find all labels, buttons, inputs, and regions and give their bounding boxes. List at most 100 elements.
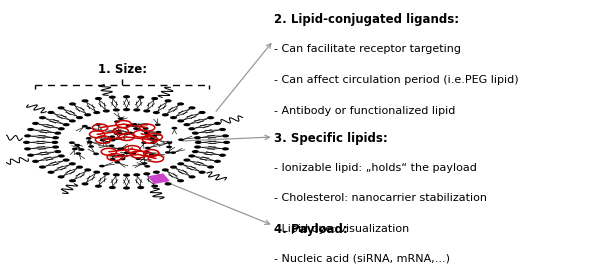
Circle shape: [145, 151, 150, 154]
Circle shape: [177, 102, 184, 105]
Circle shape: [207, 165, 214, 169]
Circle shape: [117, 132, 123, 135]
Circle shape: [82, 182, 89, 185]
Circle shape: [143, 109, 150, 113]
Circle shape: [87, 141, 93, 144]
Circle shape: [177, 119, 184, 122]
Circle shape: [177, 179, 184, 182]
Text: - Antibody or functionalized lipid: - Antibody or functionalized lipid: [274, 106, 455, 116]
Circle shape: [123, 108, 130, 111]
Circle shape: [133, 127, 139, 130]
Circle shape: [214, 122, 221, 125]
Circle shape: [27, 154, 34, 157]
Circle shape: [166, 145, 172, 148]
Circle shape: [69, 179, 76, 182]
Circle shape: [170, 165, 177, 169]
Circle shape: [54, 150, 61, 153]
Circle shape: [47, 171, 55, 174]
Circle shape: [149, 153, 155, 156]
Circle shape: [104, 141, 110, 144]
Circle shape: [142, 162, 148, 165]
Circle shape: [109, 144, 115, 147]
Circle shape: [118, 117, 124, 120]
Circle shape: [144, 132, 150, 134]
Circle shape: [23, 141, 30, 144]
Circle shape: [116, 130, 122, 133]
Circle shape: [162, 168, 169, 172]
Circle shape: [117, 147, 122, 150]
Circle shape: [188, 175, 196, 178]
Circle shape: [114, 120, 120, 123]
Circle shape: [58, 154, 65, 158]
Circle shape: [154, 138, 160, 141]
Circle shape: [153, 111, 160, 114]
Circle shape: [86, 137, 92, 140]
Circle shape: [199, 171, 206, 174]
Circle shape: [162, 113, 169, 116]
Circle shape: [151, 135, 157, 137]
Circle shape: [114, 132, 119, 135]
Circle shape: [109, 96, 116, 99]
Circle shape: [123, 95, 130, 98]
Circle shape: [119, 158, 125, 160]
Circle shape: [58, 127, 65, 130]
Circle shape: [113, 108, 120, 112]
Circle shape: [172, 127, 178, 129]
Circle shape: [145, 147, 151, 149]
Circle shape: [143, 127, 149, 130]
Circle shape: [69, 141, 75, 144]
Circle shape: [54, 132, 61, 135]
Circle shape: [82, 99, 89, 102]
Circle shape: [155, 123, 161, 126]
Circle shape: [131, 123, 137, 126]
Text: - Nucleic acid (siRNA, mRNA,...): - Nucleic acid (siRNA, mRNA,...): [274, 254, 449, 264]
Circle shape: [52, 136, 59, 139]
Circle shape: [192, 132, 199, 135]
Text: - Lipid dye: visualization: - Lipid dye: visualization: [274, 224, 409, 234]
Circle shape: [155, 131, 161, 133]
Circle shape: [93, 153, 99, 155]
Circle shape: [58, 175, 65, 178]
Circle shape: [124, 151, 130, 154]
Circle shape: [165, 151, 171, 154]
Circle shape: [79, 148, 85, 151]
Circle shape: [149, 137, 155, 140]
Bar: [158, 174, 169, 181]
Circle shape: [207, 116, 214, 119]
Bar: [154, 175, 164, 182]
Circle shape: [223, 141, 230, 144]
Circle shape: [222, 134, 229, 138]
Circle shape: [51, 141, 58, 144]
Circle shape: [93, 111, 100, 114]
Circle shape: [75, 152, 81, 155]
Text: - Ionizable lipid: „holds“ the payload: - Ionizable lipid: „holds“ the payload: [274, 162, 476, 173]
Circle shape: [178, 138, 184, 141]
Text: - Can affect circulation period (i.e.PEG lipid): - Can affect circulation period (i.e.PEG…: [274, 75, 518, 85]
Circle shape: [84, 168, 91, 172]
Circle shape: [82, 125, 88, 128]
Circle shape: [72, 148, 78, 150]
Circle shape: [133, 173, 140, 176]
Circle shape: [150, 141, 156, 144]
Circle shape: [188, 127, 196, 130]
Circle shape: [32, 160, 39, 163]
Circle shape: [167, 141, 172, 144]
Circle shape: [88, 145, 94, 148]
Circle shape: [143, 172, 150, 175]
Bar: [149, 176, 159, 183]
Circle shape: [24, 147, 31, 150]
Circle shape: [151, 185, 158, 188]
Circle shape: [188, 106, 196, 110]
Circle shape: [130, 152, 136, 155]
Circle shape: [47, 111, 55, 114]
Circle shape: [164, 182, 172, 185]
Circle shape: [214, 160, 221, 163]
Circle shape: [170, 151, 176, 154]
Circle shape: [93, 170, 100, 174]
Circle shape: [136, 157, 141, 160]
Circle shape: [177, 162, 184, 165]
Circle shape: [184, 158, 190, 162]
Circle shape: [103, 172, 110, 175]
Text: - Cholesterol: nanocarrier stabilization: - Cholesterol: nanocarrier stabilization: [274, 193, 487, 203]
Circle shape: [62, 158, 70, 162]
